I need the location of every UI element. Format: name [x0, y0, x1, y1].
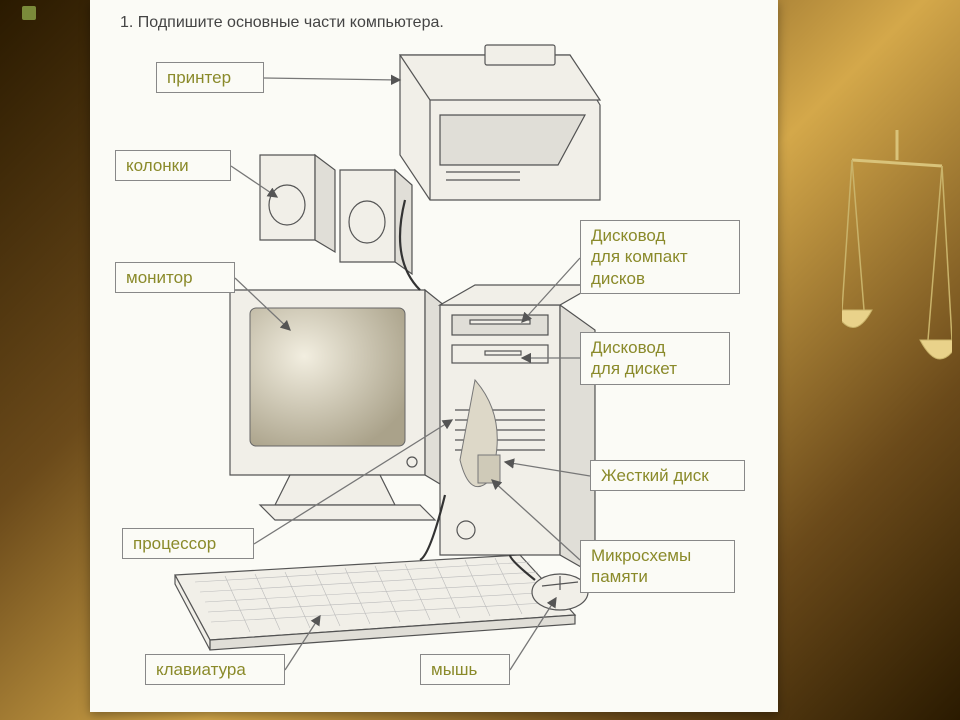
- label-cpu: процессор: [122, 528, 254, 559]
- label-mouse: мышь: [420, 654, 510, 685]
- label-printer: принтер: [156, 62, 264, 93]
- monitor-illustration: [230, 290, 450, 520]
- label-monitor: монитор: [115, 262, 235, 293]
- label-hdd: Жесткий диск: [590, 460, 745, 491]
- label-speakers: колонки: [115, 150, 231, 181]
- diagram-card: 1. Подпишите основные части компьютера.: [90, 0, 778, 712]
- system-unit-illustration: [440, 285, 595, 575]
- printer-illustration: [400, 45, 600, 200]
- label-floppy: Дисковод для дискет: [580, 332, 730, 385]
- label-ram: Микросхемы памяти: [580, 540, 735, 593]
- slide-bullet: [22, 6, 36, 20]
- keyboard-illustration: [175, 555, 575, 650]
- label-cdrom: Дисковод для компакт дисков: [580, 220, 740, 294]
- scale-decoration: [842, 130, 952, 450]
- task-title: 1. Подпишите основные части компьютера.: [120, 14, 444, 32]
- label-keyboard: клавиатура: [145, 654, 285, 685]
- speakers-illustration: [260, 155, 412, 274]
